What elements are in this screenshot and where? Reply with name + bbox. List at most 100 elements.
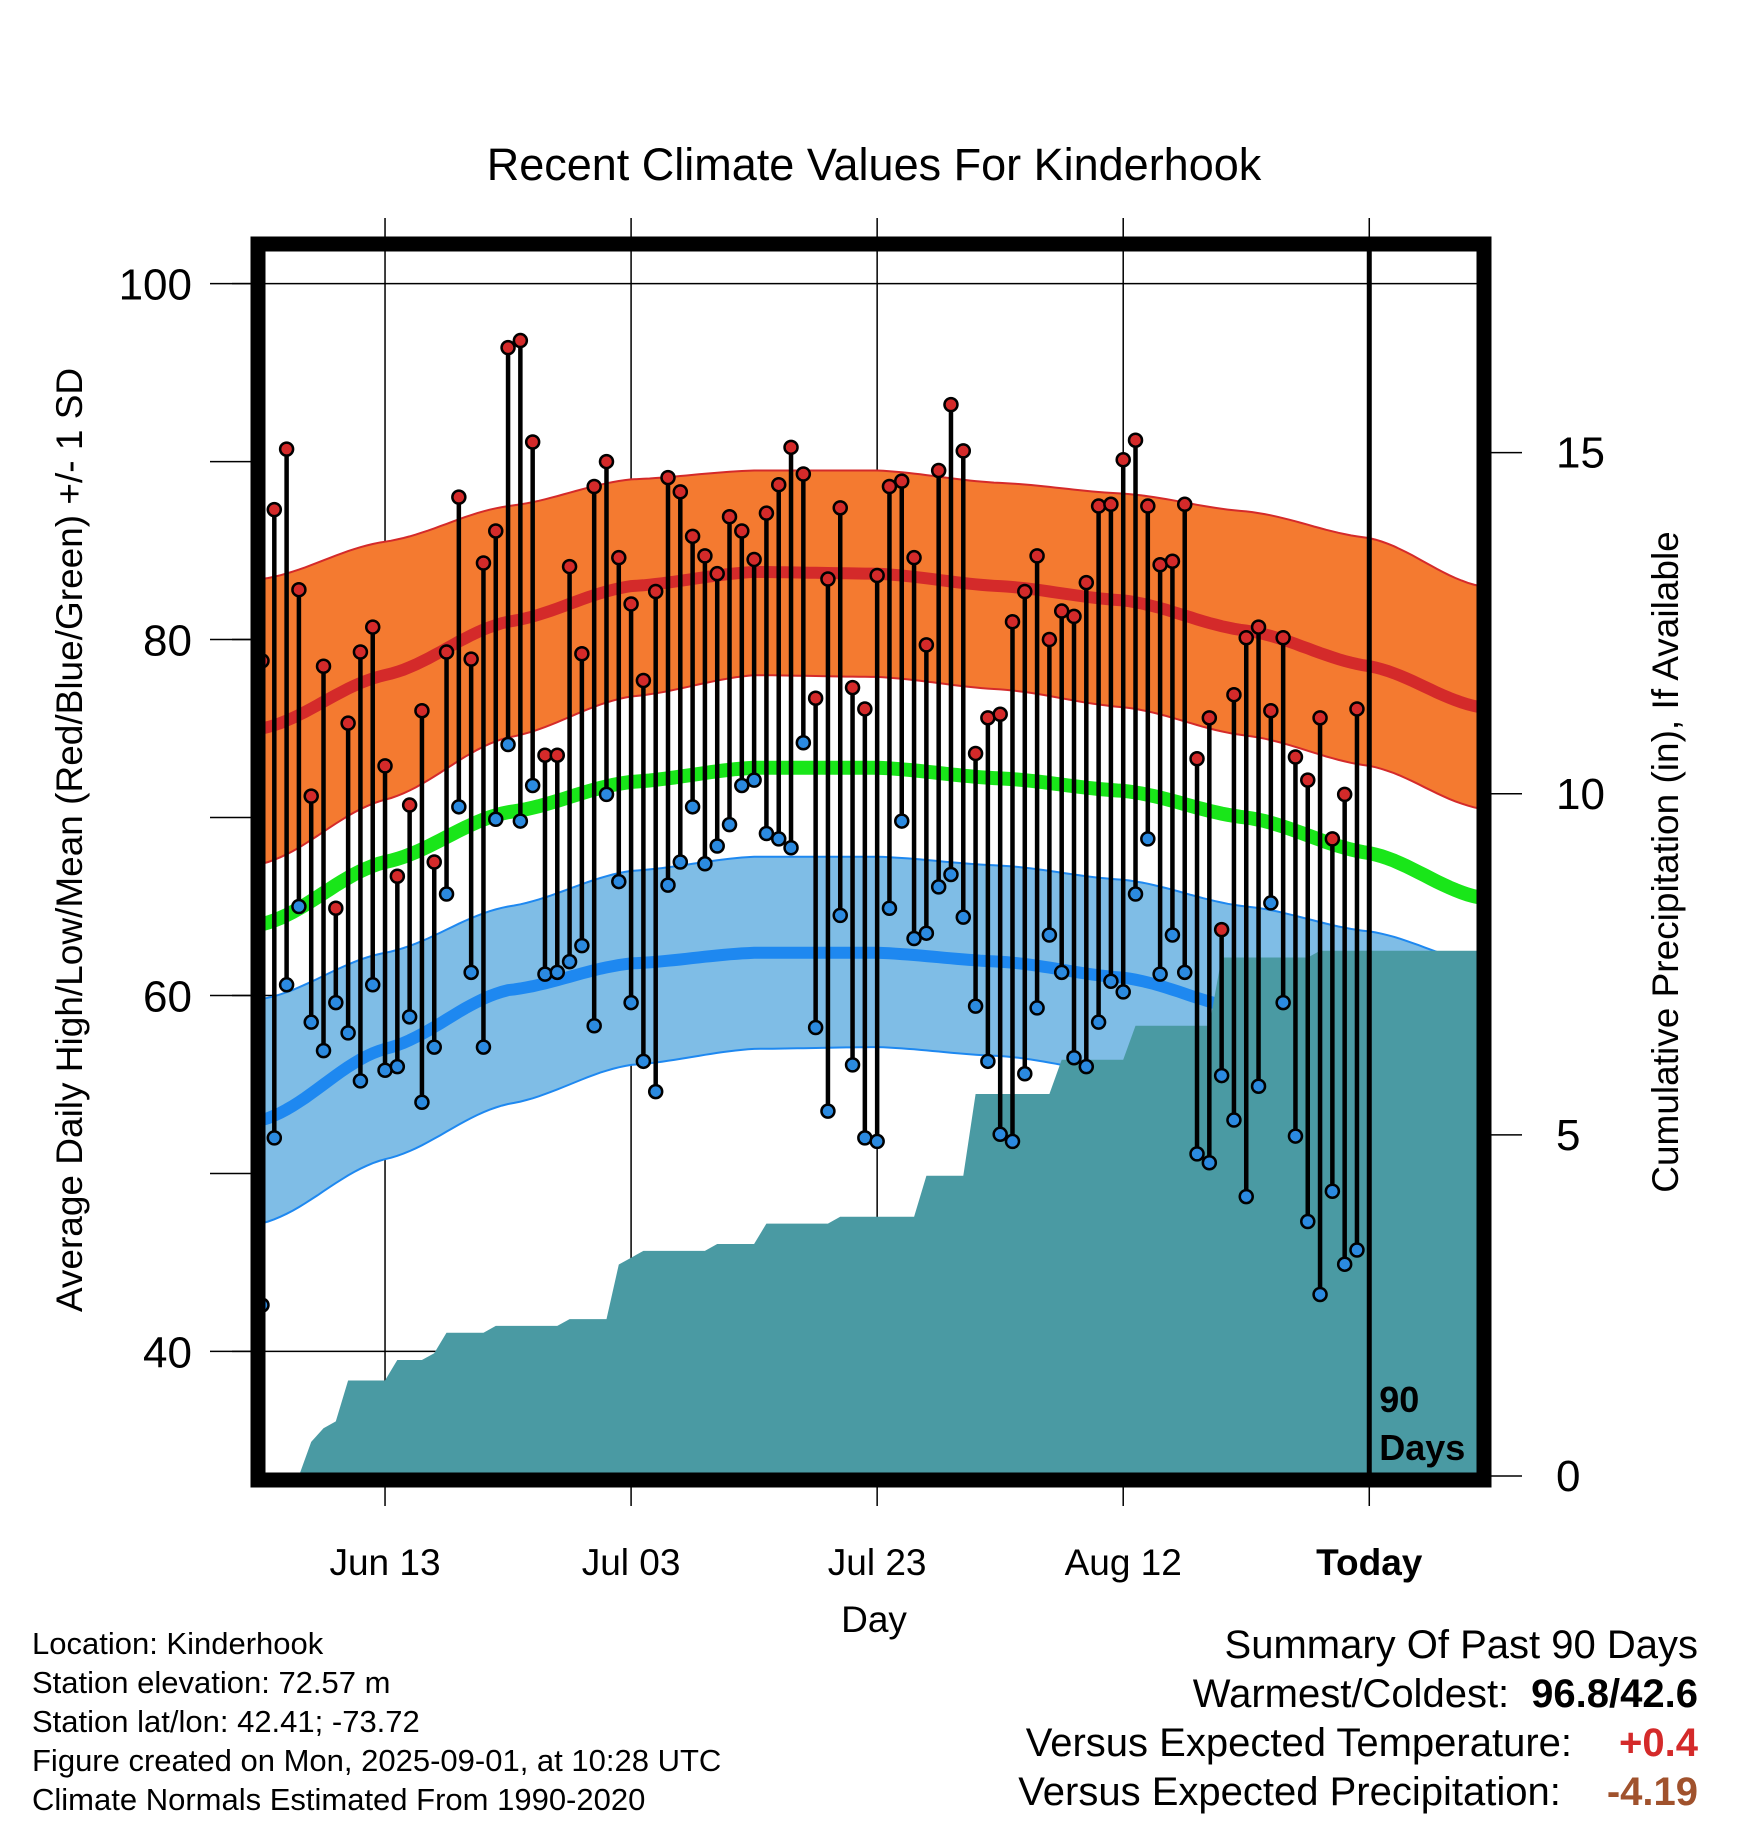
low-point xyxy=(1053,964,1070,981)
high-point xyxy=(266,501,283,518)
low-point xyxy=(1263,895,1279,911)
low-point xyxy=(549,964,566,981)
low-point xyxy=(783,840,799,856)
y-tick-label: 100 xyxy=(119,261,192,310)
low-point xyxy=(1201,1155,1218,1171)
high-point xyxy=(635,672,652,689)
low-point xyxy=(660,877,676,893)
high-point xyxy=(291,581,307,598)
low-point xyxy=(820,1103,836,1119)
low-point xyxy=(500,736,516,753)
low-point xyxy=(1324,1183,1341,1199)
x-tick-label: Jun 13 xyxy=(329,1542,440,1583)
low-point xyxy=(807,1019,824,1036)
low-point xyxy=(512,813,529,829)
precipitation-area xyxy=(262,950,1480,1476)
low-sd-band xyxy=(262,856,1480,1224)
high-point xyxy=(820,571,836,587)
low-point xyxy=(1140,831,1156,847)
high-point xyxy=(734,523,750,539)
low-point xyxy=(426,1039,442,1055)
low-point xyxy=(1029,1000,1045,1016)
high-point xyxy=(869,567,885,584)
high-point xyxy=(623,596,639,612)
low-point xyxy=(930,879,947,895)
high-point xyxy=(672,484,689,500)
y2-tick-label: 10 xyxy=(1556,770,1605,819)
high-point xyxy=(389,868,406,884)
low-point xyxy=(1312,1286,1328,1303)
low-point xyxy=(1004,1133,1021,1150)
elevation-text: Station elevation: 72.57 m xyxy=(32,1665,391,1700)
low-point xyxy=(1164,927,1181,943)
low-point xyxy=(672,854,689,870)
latlon-text: Station lat/lon: 42.41; -73.72 xyxy=(32,1704,420,1739)
warmest-coldest-label: Warmest/Coldest: xyxy=(1192,1672,1510,1716)
low-point xyxy=(1078,1058,1095,1075)
high-point xyxy=(500,339,516,356)
low-point xyxy=(697,856,713,872)
axes: 40 60 80 100 0 5 10 15 Jun 13 Jul 03 Jul 23 Aug 12 T… xyxy=(119,261,1605,1583)
low-point xyxy=(488,811,504,828)
high-point xyxy=(1226,686,1242,703)
y-axis-label: Average Daily High/Low/Mean (Red/Blue/Gr… xyxy=(49,368,90,1312)
low-point xyxy=(1287,1128,1304,1144)
high-point xyxy=(697,548,713,564)
low-point xyxy=(438,886,455,902)
precip-anomaly-value: -4.19 xyxy=(1606,1770,1698,1814)
low-point xyxy=(1066,1050,1082,1066)
high-point xyxy=(1176,496,1193,513)
low-point xyxy=(1103,973,1119,989)
low-point xyxy=(389,1058,406,1075)
low-point xyxy=(291,898,307,915)
low-point xyxy=(635,1053,652,1070)
high-point xyxy=(955,443,972,459)
low-point xyxy=(611,873,627,890)
high-point xyxy=(524,434,541,450)
high-point xyxy=(1349,701,1365,717)
low-point xyxy=(1176,964,1193,981)
high-point xyxy=(881,478,898,495)
low-point xyxy=(266,1130,283,1146)
y-tick-label: 60 xyxy=(143,972,192,1021)
summary-panel: Summary Of Past 90 Days Warmest/Coldest:… xyxy=(798,1621,1698,1817)
high-point xyxy=(438,644,455,660)
low-point xyxy=(1336,1256,1353,1272)
high-point xyxy=(1287,749,1304,765)
high-point xyxy=(709,565,725,582)
high-point xyxy=(278,441,295,457)
high-point xyxy=(1238,630,1254,646)
low-point xyxy=(955,909,972,925)
high-point xyxy=(586,478,602,495)
high-point xyxy=(992,706,1008,723)
high-point xyxy=(574,646,590,662)
low-point xyxy=(1349,1242,1365,1258)
today-marker-label-2: Days xyxy=(1379,1427,1465,1468)
high-point xyxy=(943,396,959,413)
high-point xyxy=(807,690,824,707)
high-point xyxy=(721,508,738,525)
y2-tick-label: 5 xyxy=(1556,1111,1580,1160)
low-point xyxy=(364,977,381,993)
high-point xyxy=(930,462,947,479)
low-point xyxy=(340,1025,356,1041)
high-point xyxy=(1053,603,1070,619)
high-point xyxy=(758,505,775,521)
high-point xyxy=(1029,548,1045,564)
high-point xyxy=(426,854,442,870)
low-point xyxy=(734,777,750,794)
high-point xyxy=(1115,452,1131,468)
high-point xyxy=(463,651,479,667)
low-point xyxy=(1250,1078,1267,1094)
today-marker-label: 90 xyxy=(1379,1379,1419,1420)
precip-area xyxy=(262,950,1480,1476)
x-tick-label: Aug 12 xyxy=(1065,1542,1182,1583)
high-point xyxy=(352,644,369,660)
y2-tick-label: 15 xyxy=(1556,429,1605,478)
high-point xyxy=(684,528,701,545)
high-point xyxy=(401,797,418,813)
low-point xyxy=(1238,1188,1254,1205)
low-point xyxy=(894,813,910,829)
mean-normal-line xyxy=(262,760,1480,932)
